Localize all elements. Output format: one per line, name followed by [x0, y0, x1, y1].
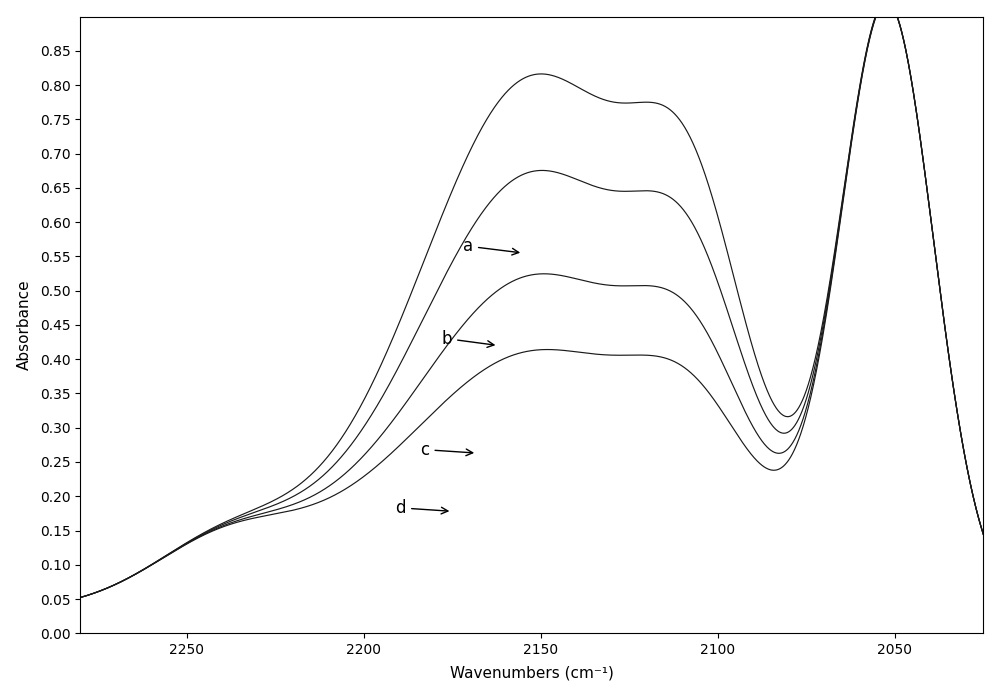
Text: d: d	[396, 499, 448, 517]
Text: b: b	[442, 330, 494, 348]
Y-axis label: Absorbance: Absorbance	[17, 279, 32, 370]
Text: c: c	[420, 441, 473, 459]
Text: a: a	[463, 237, 519, 255]
X-axis label: Wavenumbers (cm⁻¹): Wavenumbers (cm⁻¹)	[450, 666, 614, 680]
